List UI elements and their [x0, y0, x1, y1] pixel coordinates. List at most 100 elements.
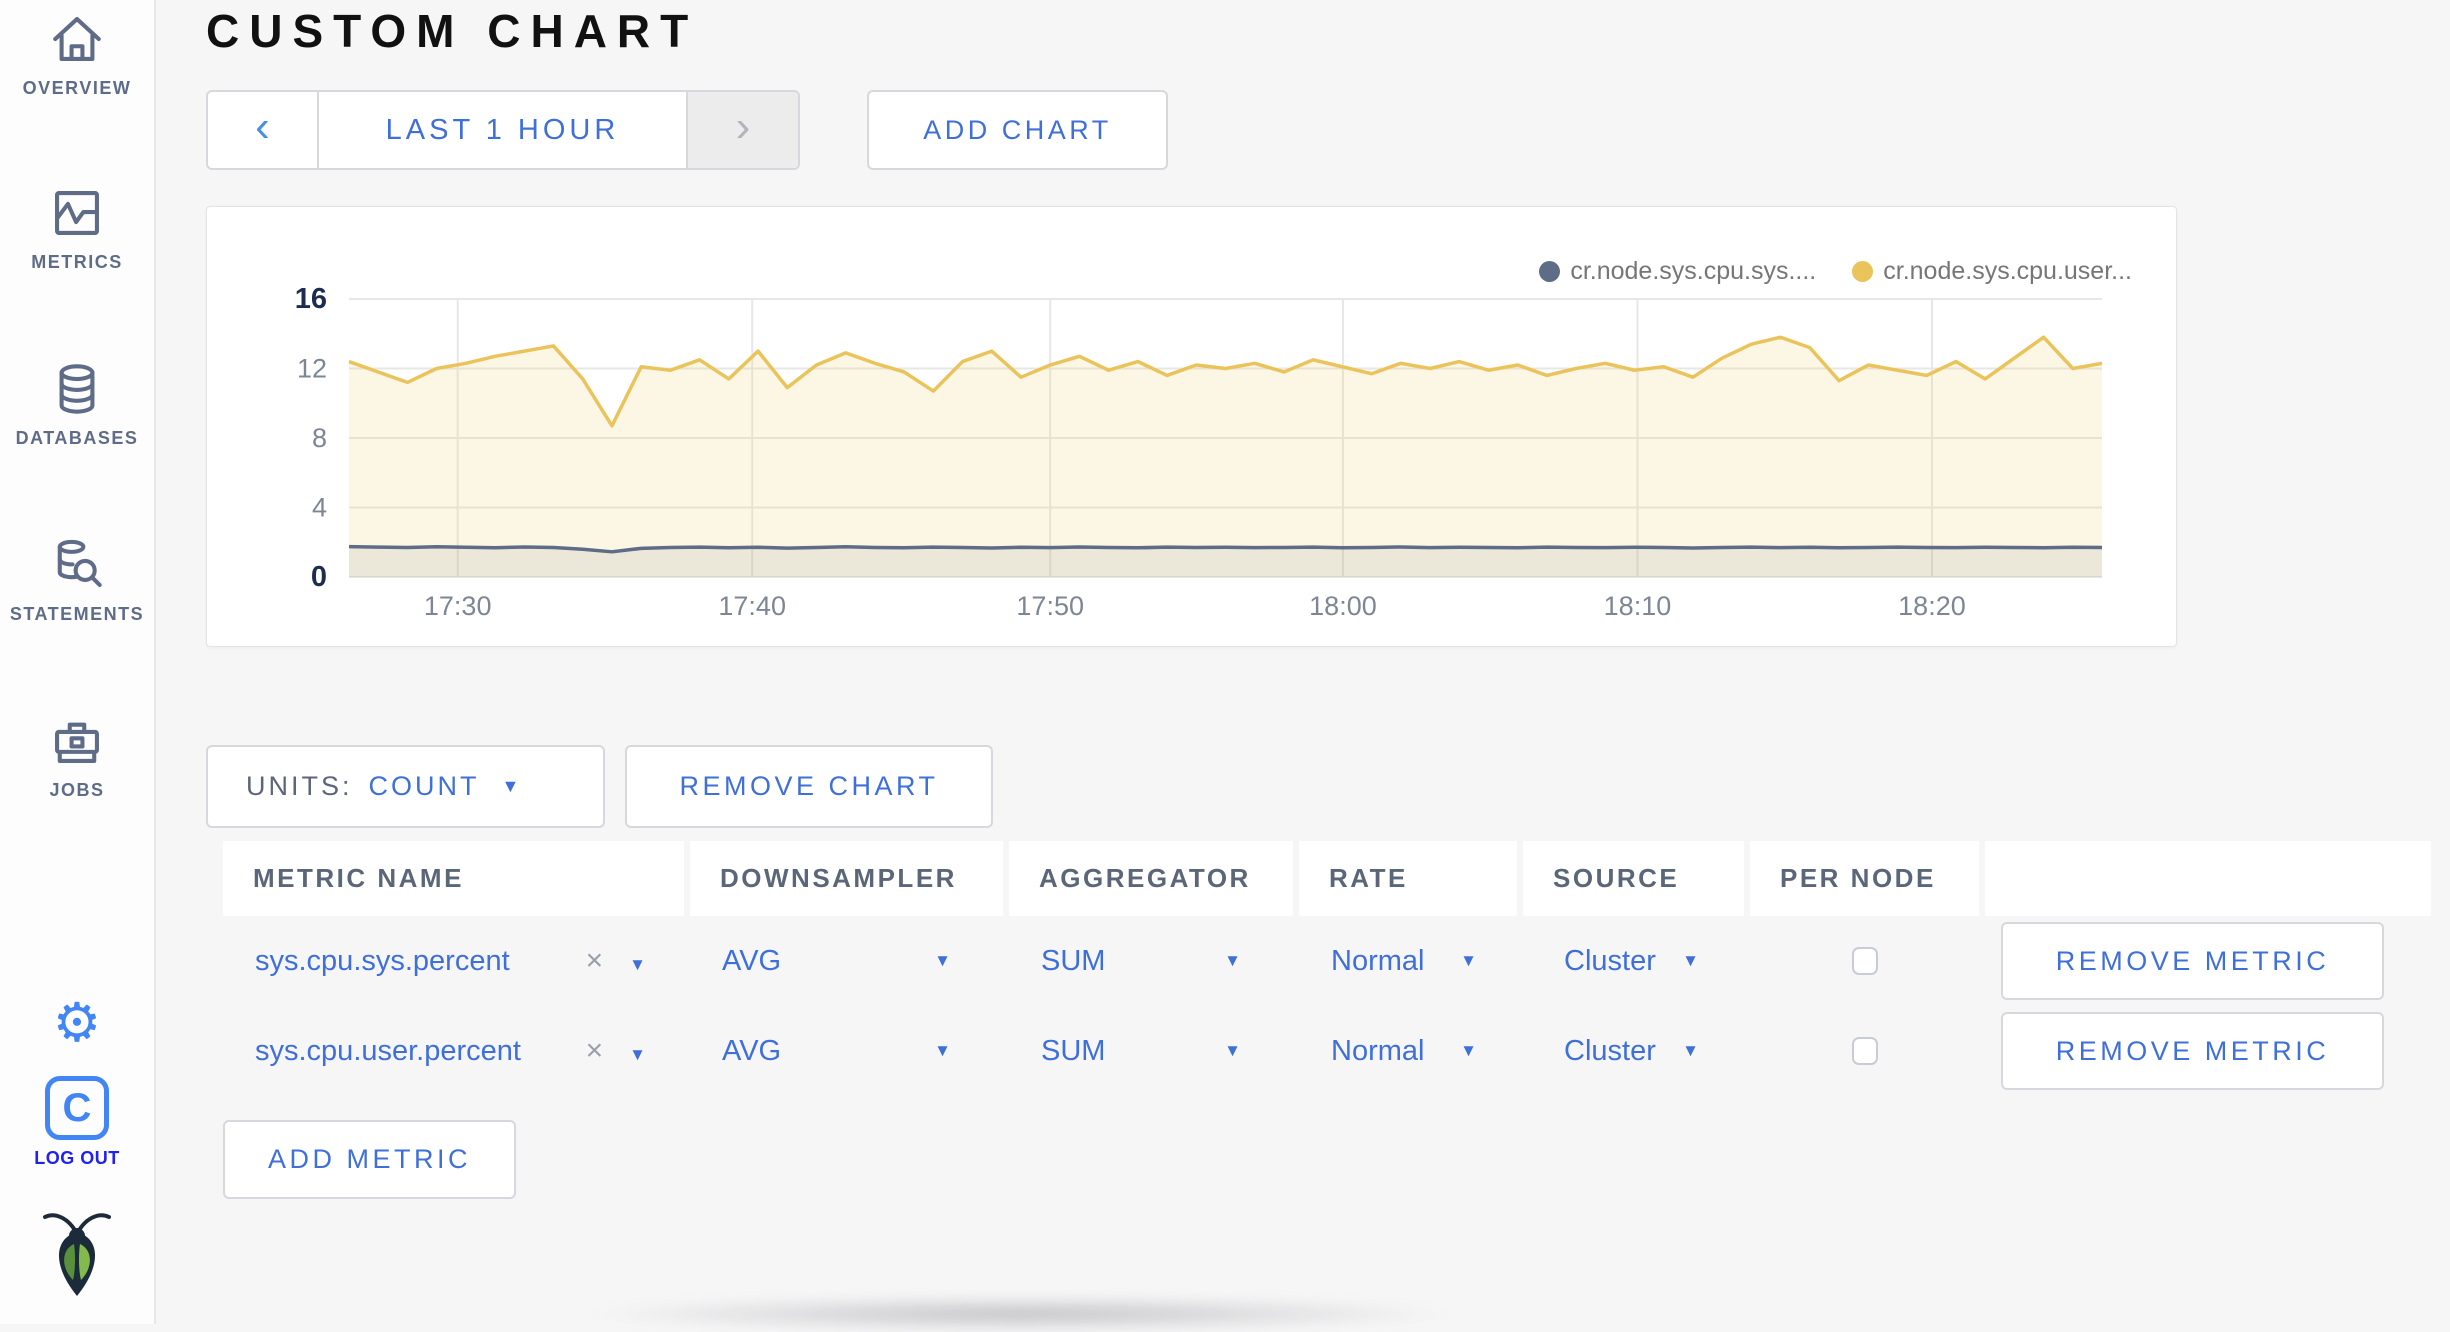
aggregator-select[interactable]: SUM ▼ — [1009, 1006, 1293, 1096]
table-row: sys.cpu.user.percent × ▼ AVG ▼ SUM ▼ Nor… — [223, 1006, 2450, 1096]
source-select[interactable]: Cluster ▼ — [1523, 1006, 1744, 1096]
database-icon — [59, 364, 95, 414]
rate-value: Normal — [1331, 944, 1425, 977]
svg-text:17:30: 17:30 — [424, 591, 492, 621]
remove-chart-button[interactable]: REMOVE CHART — [625, 745, 993, 828]
close-x-icon[interactable]: × — [585, 944, 604, 977]
time-range-selector: ‹ LAST 1 HOUR › — [206, 90, 800, 170]
statements-search-icon — [57, 539, 102, 587]
time-range-prev-button[interactable]: ‹ — [208, 92, 319, 168]
home-icon — [53, 17, 101, 61]
gear-icon: ⚙ — [52, 993, 102, 1053]
table-row: sys.cpu.sys.percent × ▼ AVG ▼ SUM ▼ Norm… — [223, 916, 2450, 1006]
remove-metric-button[interactable]: REMOVE METRIC — [2001, 1012, 2384, 1090]
rate-value: Normal — [1331, 1034, 1425, 1067]
per-node-checkbox[interactable] — [1851, 947, 1878, 975]
rate-select[interactable]: Normal ▼ — [1299, 916, 1517, 1006]
bottom-shadow — [580, 1296, 1460, 1332]
close-x-icon[interactable]: × — [585, 1034, 604, 1067]
cockroach-c-logo-icon: C — [45, 1076, 109, 1140]
caret-down-icon: ▼ — [1224, 1041, 1241, 1060]
per-node-checkbox[interactable] — [1851, 1037, 1878, 1065]
svg-text:0: 0 — [311, 561, 327, 593]
svg-text:17:40: 17:40 — [718, 591, 786, 621]
column-header-rate: RATE — [1299, 841, 1517, 916]
sidebar: OVERVIEW METRICS DATABASES STATEMENTS — [0, 0, 156, 1324]
caret-down-icon: ▼ — [1682, 951, 1699, 970]
svg-text:8: 8 — [312, 423, 327, 453]
logout-label: LOG OUT — [34, 1148, 120, 1168]
column-header-metric-name: METRIC NAME — [223, 841, 684, 916]
remove-metric-button[interactable]: REMOVE METRIC — [2001, 922, 2384, 1000]
action-cell: REMOVE METRIC — [1985, 916, 2431, 1006]
logout-button[interactable]: C LOG OUT — [0, 1076, 154, 1169]
metric-name-value: sys.cpu.sys.percent — [255, 944, 510, 977]
metric-clear-and-caret: × ▼ — [586, 944, 646, 978]
source-value: Cluster — [1564, 1034, 1656, 1067]
metric-name-select[interactable]: sys.cpu.sys.percent × ▼ — [223, 916, 684, 1006]
caret-down-icon: ▼ — [1460, 1041, 1477, 1060]
sidebar-item-label: OVERVIEW — [22, 78, 132, 98]
downsampler-select[interactable]: AVG ▼ — [690, 1006, 1003, 1096]
chart-card: cr.node.sys.cpu.sys.... cr.node.sys.cpu.… — [206, 206, 2177, 647]
source-select[interactable]: Cluster ▼ — [1523, 916, 1744, 1006]
caret-down-icon: ▼ — [1460, 951, 1477, 970]
legend-dot — [1539, 261, 1561, 282]
metric-clear-and-caret: × ▼ — [586, 1034, 646, 1068]
settings-button[interactable]: ⚙ — [0, 996, 154, 1050]
svg-text:17:50: 17:50 — [1016, 591, 1084, 621]
legend-item: cr.node.sys.cpu.user... — [1852, 257, 2132, 286]
sidebar-item-statements[interactable]: STATEMENTS — [0, 536, 154, 625]
downsampler-select[interactable]: AVG ▼ — [690, 916, 1003, 1006]
units-dropdown[interactable]: UNITS: COUNT ▼ — [206, 745, 605, 828]
column-header-source: SOURCE — [1523, 841, 1744, 916]
caret-down-icon: ▼ — [934, 1041, 951, 1060]
svg-text:18:00: 18:00 — [1309, 591, 1377, 621]
downsampler-value: AVG — [722, 1034, 782, 1067]
cockroachdb-bug-logo-icon[interactable] — [0, 1208, 154, 1302]
aggregator-select[interactable]: SUM ▼ — [1009, 916, 1293, 1006]
aggregator-value: SUM — [1041, 944, 1106, 977]
legend-label: cr.node.sys.cpu.sys.... — [1570, 257, 1817, 285]
briefcase-icon — [55, 722, 99, 763]
chevron-left-icon: ‹ — [255, 102, 270, 151]
svg-text:12: 12 — [297, 354, 327, 384]
column-header-downsampler: DOWNSAMPLER — [690, 841, 1003, 916]
caret-down-icon: ▼ — [1224, 951, 1241, 970]
sidebar-item-label: DATABASES — [15, 428, 139, 448]
time-range-value[interactable]: LAST 1 HOUR — [385, 113, 620, 146]
svg-text:18:20: 18:20 — [1898, 591, 1966, 621]
page-title: CUSTOM CHART — [206, 5, 699, 57]
metric-name-value: sys.cpu.user.percent — [255, 1034, 521, 1067]
sidebar-item-metrics[interactable]: METRICS — [0, 184, 154, 273]
add-chart-button[interactable]: ADD CHART — [867, 90, 1168, 170]
legend-item: cr.node.sys.cpu.sys.... — [1539, 257, 1816, 286]
caret-down-icon[interactable]: ▼ — [629, 1045, 646, 1064]
source-value: Cluster — [1564, 944, 1656, 977]
caret-down-icon: ▼ — [1682, 1041, 1699, 1060]
per-node-cell — [1750, 1006, 1979, 1096]
table-header-row: METRIC NAME DOWNSAMPLER AGGREGATOR RATE … — [223, 841, 2450, 916]
sidebar-item-label: JOBS — [49, 780, 105, 800]
svg-text:18:10: 18:10 — [1604, 591, 1672, 621]
rate-select[interactable]: Normal ▼ — [1299, 1006, 1517, 1096]
metric-name-select[interactable]: sys.cpu.user.percent × ▼ — [223, 1006, 684, 1096]
time-range-next-button[interactable]: › — [686, 92, 798, 168]
caret-down-icon[interactable]: ▼ — [629, 955, 646, 974]
downsampler-value: AVG — [722, 944, 782, 977]
add-metric-button[interactable]: ADD METRIC — [223, 1120, 516, 1199]
sidebar-item-databases[interactable]: DATABASES — [0, 360, 154, 449]
per-node-cell — [1750, 916, 1979, 1006]
legend-label: cr.node.sys.cpu.user... — [1883, 257, 2132, 285]
sidebar-item-jobs[interactable]: JOBS — [0, 712, 154, 801]
chart-legend: cr.node.sys.cpu.sys.... cr.node.sys.cpu.… — [1539, 257, 2132, 286]
legend-dot — [1852, 261, 1874, 282]
caret-down-icon: ▼ — [501, 776, 523, 796]
units-label: UNITS: — [246, 771, 353, 801]
column-header-actions — [1985, 841, 2431, 916]
metrics-table: METRIC NAME DOWNSAMPLER AGGREGATOR RATE … — [223, 841, 2450, 1096]
svg-text:4: 4 — [312, 493, 327, 523]
chevron-right-icon: › — [735, 102, 751, 151]
action-cell: REMOVE METRIC — [1985, 1006, 2431, 1096]
sidebar-item-overview[interactable]: OVERVIEW — [0, 10, 154, 99]
